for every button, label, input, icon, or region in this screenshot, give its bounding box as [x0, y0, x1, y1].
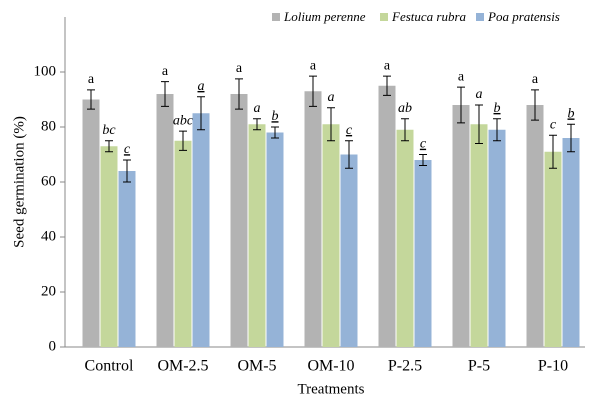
error-bar	[419, 154, 427, 166]
bar	[544, 151, 562, 347]
error-bar	[493, 118, 501, 142]
bar	[100, 146, 118, 347]
significance-label: b	[568, 106, 575, 121]
bar	[266, 132, 284, 347]
significance-label: c	[550, 117, 557, 132]
error-bar	[401, 118, 409, 142]
bar	[396, 129, 414, 347]
bar	[452, 105, 470, 347]
significance-label: b	[494, 101, 501, 116]
bar	[488, 129, 506, 347]
bar	[304, 91, 322, 347]
error-bar	[531, 89, 539, 121]
significance-label: a	[476, 87, 483, 102]
significance-label: b	[272, 109, 279, 124]
error-bar	[235, 78, 243, 110]
significance-label: abc	[173, 113, 194, 128]
y-tick-label: 80	[41, 118, 56, 134]
x-tick-label: OM-2.5	[157, 358, 208, 375]
bar	[414, 160, 432, 347]
significance-label: a	[236, 61, 243, 76]
y-tick-label: 100	[34, 63, 57, 79]
bar	[340, 154, 358, 347]
significance-label: c	[420, 137, 427, 152]
bar	[192, 113, 210, 347]
bar	[322, 124, 340, 347]
legend-label: Lolium perenne	[283, 9, 366, 24]
bar	[248, 124, 266, 347]
bar	[174, 140, 192, 347]
bar	[118, 171, 136, 347]
x-tick-label: Control	[85, 358, 134, 375]
y-axis-title: Seed germination (%)	[11, 116, 27, 248]
y-tick-label: 60	[41, 173, 56, 189]
significance-label: a	[384, 58, 391, 73]
error-bar	[383, 75, 391, 96]
error-bar	[567, 123, 575, 153]
significance-label: a	[162, 64, 169, 79]
significance-label: c	[124, 142, 131, 157]
significance-label: ab	[398, 101, 412, 116]
error-bar	[327, 107, 335, 142]
error-bar	[549, 134, 557, 169]
significance-label: c	[346, 123, 353, 138]
x-axis-title: Treatments	[298, 381, 365, 397]
x-tick-label: P-5	[468, 358, 490, 375]
bar	[230, 94, 248, 347]
x-tick-label: P-2.5	[388, 358, 422, 375]
x-tick-label: OM-10	[307, 358, 354, 375]
error-bar	[457, 86, 465, 124]
legend-label: Poa pratensis	[487, 9, 560, 24]
significance-label: bc	[102, 123, 116, 138]
legend-swatch	[380, 13, 388, 21]
y-tick-label: 0	[49, 338, 57, 354]
legend-swatch	[272, 13, 280, 21]
significance-label: a	[88, 72, 95, 87]
error-bar	[161, 81, 169, 107]
legend-label: Festuca rubra	[391, 9, 467, 24]
y-tick-label: 40	[41, 228, 56, 244]
significance-label: a	[458, 69, 465, 84]
error-bar	[345, 140, 353, 169]
bar	[470, 124, 488, 347]
bar	[156, 94, 174, 347]
legend-swatch	[476, 13, 484, 21]
bar	[526, 105, 544, 347]
error-bar	[105, 140, 113, 153]
y-tick-label: 20	[41, 283, 56, 299]
error-bar	[179, 130, 187, 151]
significance-label: a	[254, 101, 261, 116]
significance-label: a	[310, 58, 317, 73]
significance-label: a	[532, 72, 539, 87]
x-tick-label: P-10	[538, 358, 568, 375]
error-bar	[87, 89, 95, 110]
significance-label: a	[328, 90, 335, 105]
error-bar	[271, 126, 279, 139]
error-bar	[123, 159, 131, 183]
error-bar	[309, 75, 317, 107]
bar	[562, 138, 580, 347]
error-bar	[197, 96, 205, 131]
error-bar	[253, 118, 261, 131]
error-bar	[475, 104, 483, 144]
bar	[378, 85, 396, 347]
significance-label: a	[198, 79, 205, 94]
x-tick-label: OM-5	[237, 358, 276, 375]
bar	[82, 99, 100, 347]
